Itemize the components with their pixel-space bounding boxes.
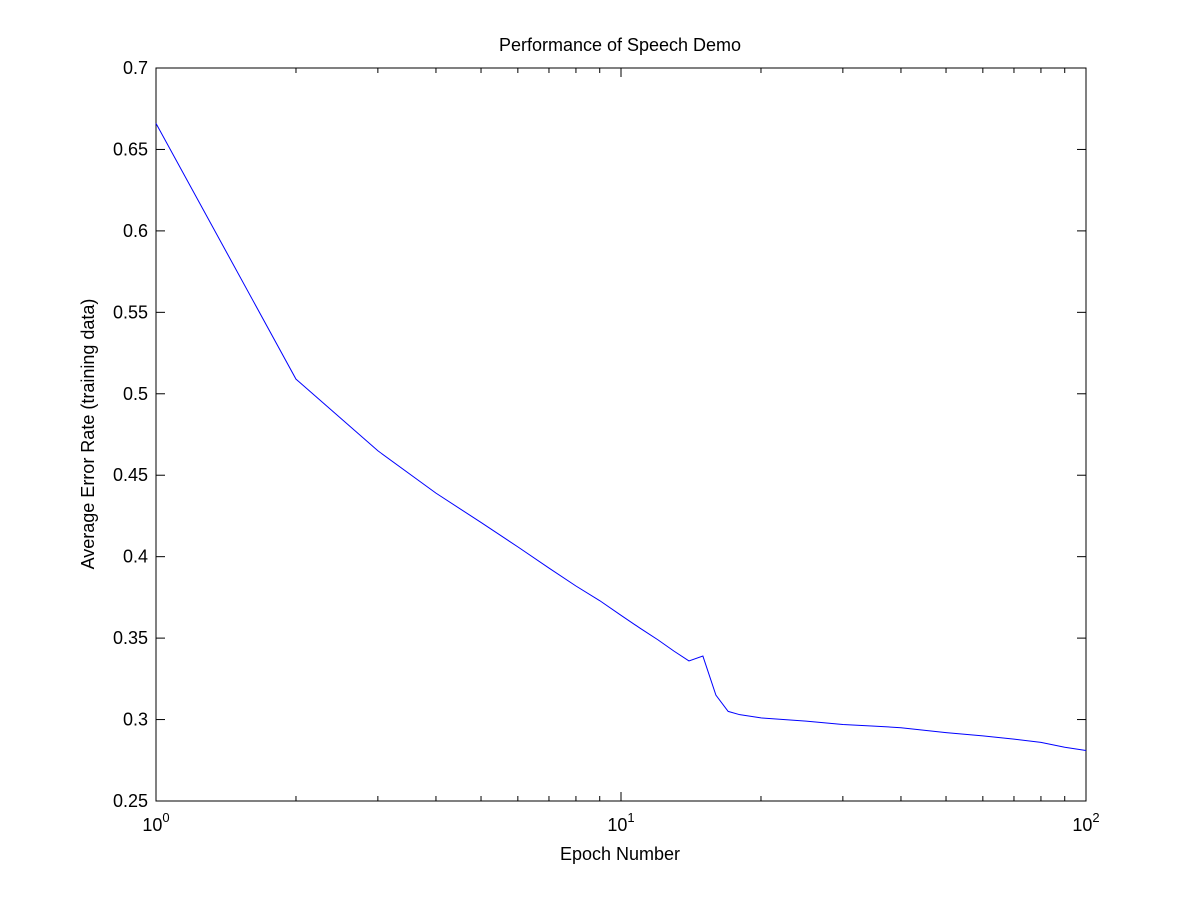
y-axis-label: Average Error Rate (training data) xyxy=(78,299,98,570)
y-tick-label: 0.45 xyxy=(113,465,148,485)
y-tick-label: 0.6 xyxy=(123,221,148,241)
y-tick-label: 0.4 xyxy=(123,547,148,567)
series-line xyxy=(155,123,1087,751)
plot-frame xyxy=(155,67,1087,802)
y-tick-label: 0.3 xyxy=(123,710,148,730)
x-tick-label: 102 xyxy=(1072,810,1099,835)
plot-area: 0.25 0.3 0.35 0.4 0.45 0.5 0.55 0.6 0.65 0.7 100 10… xyxy=(113,58,1100,835)
y-tick-label: 0.35 xyxy=(113,628,148,648)
x-tick-label: 100 xyxy=(142,810,169,835)
y-tick-label: 0.7 xyxy=(123,58,148,78)
y-tick-label: 0.65 xyxy=(113,139,148,159)
series-layer xyxy=(155,123,1087,751)
chart-title: Performance of Speech Demo xyxy=(499,35,741,55)
y-tick-label: 0.25 xyxy=(113,791,148,811)
x-axis-label: Epoch Number xyxy=(560,844,680,864)
x-tick-label: 101 xyxy=(607,810,634,835)
y-tick-label: 0.55 xyxy=(113,302,148,322)
y-tick-label: 0.5 xyxy=(123,384,148,404)
